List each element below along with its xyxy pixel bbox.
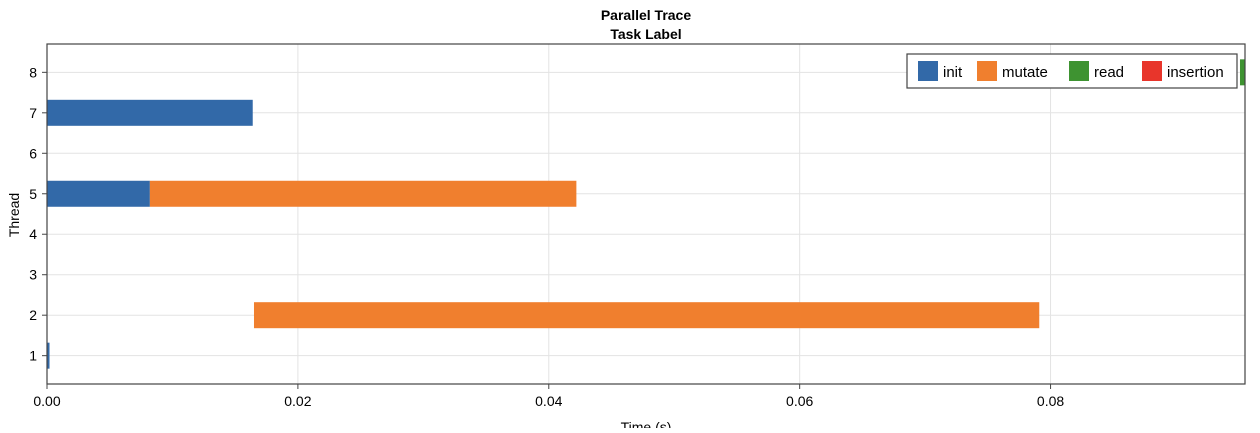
y-tick-label: 7 [29, 105, 37, 121]
x-tick-label: 0.08 [1037, 393, 1064, 409]
y-tick-label: 6 [29, 145, 37, 161]
legend-item-mutate: mutate [977, 61, 1048, 81]
legend: init mutate read insertion [906, 53, 1238, 89]
y-tick-label: 8 [29, 64, 37, 80]
x-tick-label: 0.02 [284, 393, 311, 409]
legend-label-read: read [1094, 64, 1124, 81]
bar-read [1239, 59, 1245, 86]
x-axis-label: Time (s) [621, 419, 672, 428]
y-tick-label: 1 [29, 348, 37, 364]
chart-title: Parallel Trace [601, 7, 692, 23]
bar-mutate [253, 302, 1040, 329]
y-tick-label: 3 [29, 267, 37, 283]
bar-mutate [149, 180, 577, 207]
legend-swatch-insertion [1142, 61, 1162, 81]
plot-area [47, 44, 1245, 384]
chart-subtitle: Task Label [610, 26, 681, 42]
legend-label-mutate: mutate [1002, 64, 1048, 81]
x-tick-label: 0.00 [33, 393, 60, 409]
legend-swatch-mutate [977, 61, 997, 81]
legend-swatch-read [1069, 61, 1089, 81]
y-tick-label: 4 [29, 226, 37, 242]
legend-item-init: init [918, 61, 963, 81]
y-tick-label: 2 [29, 307, 37, 323]
legend-swatch-init [918, 61, 938, 81]
legend-item-read: read [1069, 61, 1124, 81]
bar-init [47, 342, 50, 369]
bar-init [47, 99, 253, 126]
legend-item-insertion: insertion [1142, 61, 1224, 81]
legend-label-insertion: insertion [1167, 64, 1224, 81]
plot-frame [46, 43, 1246, 385]
x-tick-label: 0.04 [535, 393, 562, 409]
bar-init [47, 180, 150, 207]
legend-label-init: init [943, 64, 963, 81]
y-tick-label: 5 [29, 186, 37, 202]
y-axis-label: Thread [6, 193, 22, 237]
x-tick-label: 0.06 [786, 393, 813, 409]
